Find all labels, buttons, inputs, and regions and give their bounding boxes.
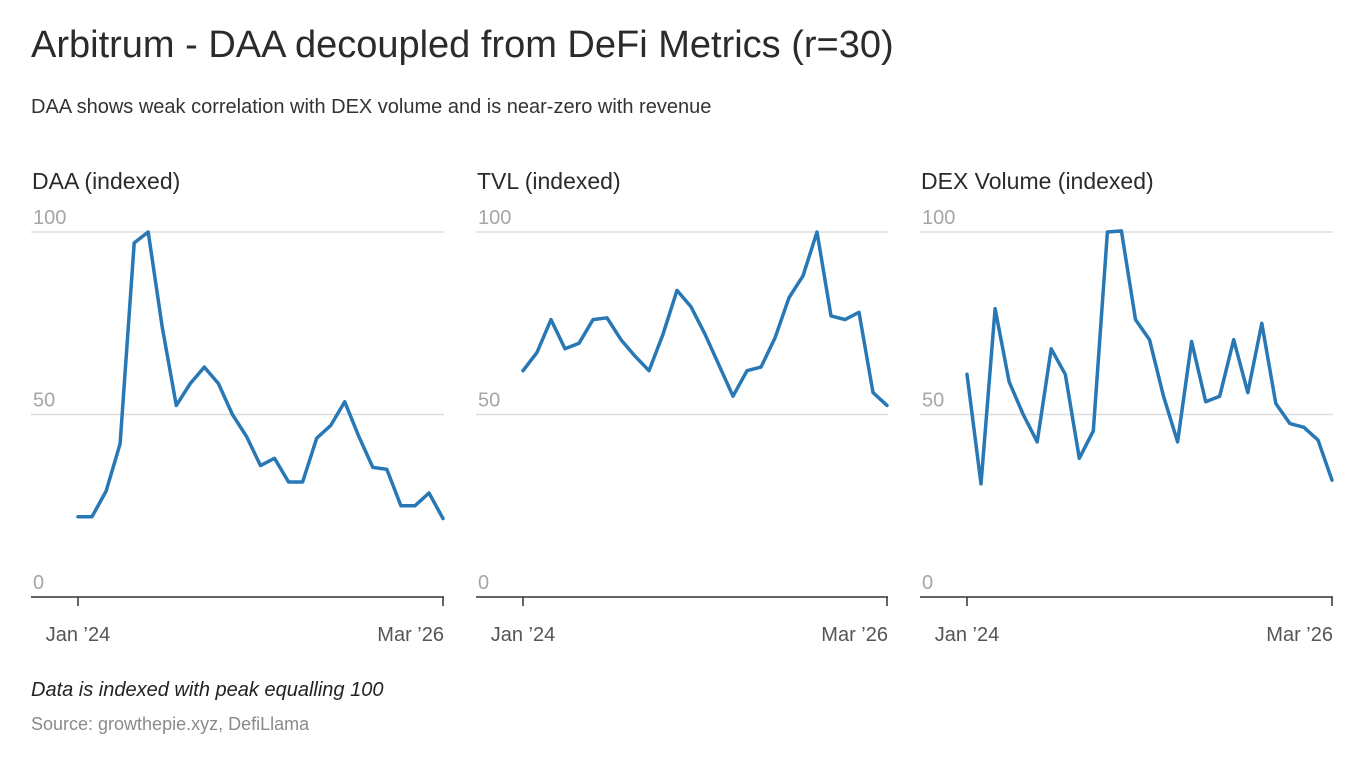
panel-title: TVL (indexed) (477, 168, 621, 194)
chart-panel-2: TVL (indexed) 0 50 100 Jan ’24 Mar ’26 (476, 168, 889, 646)
chart-subtitle: DAA shows weak correlation with DEX volu… (31, 96, 712, 118)
charts-area: DAA (indexed) 0 50 100 Jan ’24 Mar ’26 TVL (in… (0, 160, 1364, 660)
y-tick-label: 100 (33, 207, 66, 229)
y-tick-label: 50 (478, 390, 500, 412)
x-tick-label: Jan ’24 (935, 624, 1000, 646)
x-tick-label: Mar ’26 (821, 624, 888, 646)
y-tick-label: 50 (33, 390, 55, 412)
x-tick-label: Mar ’26 (377, 624, 444, 646)
y-tick-label: 0 (33, 572, 44, 594)
chart-title: Arbitrum - DAA decoupled from DeFi Metri… (31, 24, 894, 66)
source-note: Source: growthepie.xyz, DefiLlama (31, 714, 310, 734)
chart-panel-1: DAA (indexed) 0 50 100 Jan ’24 Mar ’26 (31, 168, 445, 646)
series-line (521, 230, 889, 408)
y-tick-label: 100 (922, 207, 955, 229)
panel-title: DAA (indexed) (32, 168, 180, 194)
y-tick-label: 0 (922, 572, 933, 594)
y-tick-label: 100 (478, 207, 511, 229)
series-line (965, 229, 1334, 486)
y-tick-label: 50 (922, 390, 944, 412)
chart-panel-3: DEX Volume (indexed) 0 50 100 Jan ’24 Mar ’26 (920, 168, 1334, 646)
x-tick-label: Mar ’26 (1266, 624, 1333, 646)
y-tick-label: 0 (478, 572, 489, 594)
footnote: Data is indexed with peak equalling 100 (31, 679, 384, 701)
x-tick-label: Jan ’24 (46, 624, 111, 646)
panel-title: DEX Volume (indexed) (921, 168, 1154, 194)
x-tick-label: Jan ’24 (491, 624, 556, 646)
series-line (76, 230, 445, 521)
